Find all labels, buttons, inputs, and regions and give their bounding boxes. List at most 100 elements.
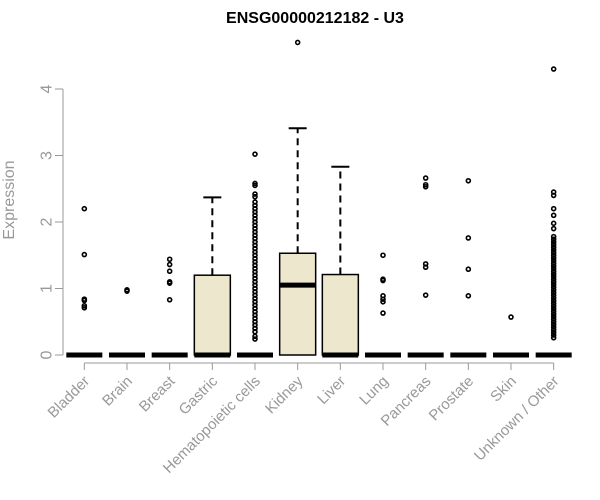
- outlier-point: [550, 236, 557, 243]
- outlier-point: [252, 328, 258, 335]
- x-tick-label: Breast: [136, 372, 179, 415]
- outlier-point: [550, 329, 557, 336]
- outlier-point: [550, 321, 557, 328]
- box-series: [66, 39, 572, 358]
- box-group: [151, 256, 188, 358]
- outlier-point: [550, 292, 557, 298]
- outlier-point: [252, 182, 258, 189]
- outlier-point: [252, 193, 258, 200]
- box-group: [450, 177, 487, 358]
- outlier-point: [550, 268, 557, 275]
- y-tick-label: 4: [39, 84, 56, 93]
- x-tick-label: Prostate: [426, 373, 478, 425]
- y-axis: 0 1 2 3 4: [39, 84, 64, 359]
- outlier-point: [380, 310, 386, 316]
- outlier-point: [550, 247, 557, 253]
- outlier-point: [550, 273, 557, 280]
- outlier-point: [380, 277, 386, 284]
- outlier-point: [550, 324, 557, 330]
- outlier-point: [252, 191, 258, 197]
- box-group: [321, 165, 360, 358]
- outlier-point: [81, 302, 88, 309]
- outlier-point: [380, 252, 386, 259]
- outlier-point: [422, 264, 429, 271]
- outlier-point: [550, 244, 557, 251]
- outlier-point: [465, 293, 472, 299]
- x-tick-label: Bladder: [45, 373, 94, 422]
- box-body: [278, 252, 317, 356]
- outlier-point: [252, 336, 258, 342]
- outlier-point: [550, 192, 557, 199]
- outlier-point: [550, 316, 557, 322]
- outlier-point: [550, 308, 557, 314]
- outlier-point: [550, 260, 557, 267]
- outlier-point: [550, 334, 557, 341]
- outlier-point: [550, 300, 557, 306]
- box-group: [66, 205, 103, 358]
- outlier-point: [550, 271, 557, 277]
- outlier-point: [550, 239, 557, 245]
- outlier-point: [166, 261, 173, 268]
- outlier-point: [550, 281, 557, 288]
- outlier-point: [422, 175, 429, 181]
- outlier-point: [124, 288, 130, 294]
- x-tick-label: Liver: [314, 373, 349, 408]
- box-body: [193, 274, 232, 356]
- chart-title: ENSG00000212182 - U3: [226, 10, 404, 27]
- outlier-point: [465, 177, 472, 184]
- outlier-point: [550, 233, 557, 240]
- outlier-point: [550, 241, 557, 248]
- outlier-point: [81, 205, 88, 212]
- outlier-point: [550, 326, 557, 333]
- outlier-point: [550, 310, 557, 317]
- y-tick-label: 0: [39, 350, 56, 359]
- outlier-point: [550, 289, 557, 296]
- outlier-point: [550, 255, 557, 261]
- outlier-point: [550, 257, 557, 264]
- outlier-point: [81, 297, 88, 304]
- outlier-point: [252, 151, 258, 157]
- y-axis-label: Expression: [1, 160, 18, 239]
- y-tick-label: 1: [39, 284, 56, 293]
- box-group: [365, 252, 401, 358]
- outlier-point: [166, 268, 173, 275]
- x-tick-label: Skin: [487, 373, 520, 406]
- outlier-point: [550, 295, 557, 301]
- box-group: [193, 196, 232, 358]
- outlier-point: [550, 225, 557, 232]
- outlier-point: [550, 305, 557, 312]
- box-body: [321, 273, 360, 356]
- outlier-point: [252, 333, 258, 340]
- outlier-point: [508, 314, 514, 320]
- outlier-point: [380, 298, 386, 305]
- outlier-point: [550, 212, 557, 219]
- outlier-point: [550, 276, 557, 282]
- outlier-point: [422, 181, 429, 188]
- x-tick-label: Lung: [356, 373, 392, 409]
- outlier-point: [550, 263, 557, 269]
- outlier-point: [294, 39, 301, 46]
- box-group: [109, 287, 145, 358]
- outlier-point: [465, 235, 472, 241]
- outlier-point: [550, 284, 557, 290]
- x-tick-label: Brain: [99, 373, 136, 410]
- outlier-point: [550, 318, 557, 325]
- outlier-point: [550, 302, 557, 309]
- outlier-point: [550, 220, 557, 227]
- outlier-point: [550, 279, 557, 285]
- box-group: [237, 151, 273, 358]
- box-group: [407, 175, 444, 358]
- outlier-point: [550, 332, 557, 338]
- outlier-point: [422, 183, 429, 190]
- outlier-point: [465, 266, 472, 273]
- outlier-point: [550, 313, 557, 320]
- outlier-point: [550, 287, 557, 293]
- y-tick-label: 2: [39, 217, 56, 226]
- outlier-point: [166, 297, 173, 303]
- outlier-point: [380, 296, 386, 302]
- box-group: [278, 39, 317, 356]
- box-group: [493, 314, 529, 358]
- outlier-point: [550, 265, 557, 272]
- outlier-point: [166, 256, 173, 263]
